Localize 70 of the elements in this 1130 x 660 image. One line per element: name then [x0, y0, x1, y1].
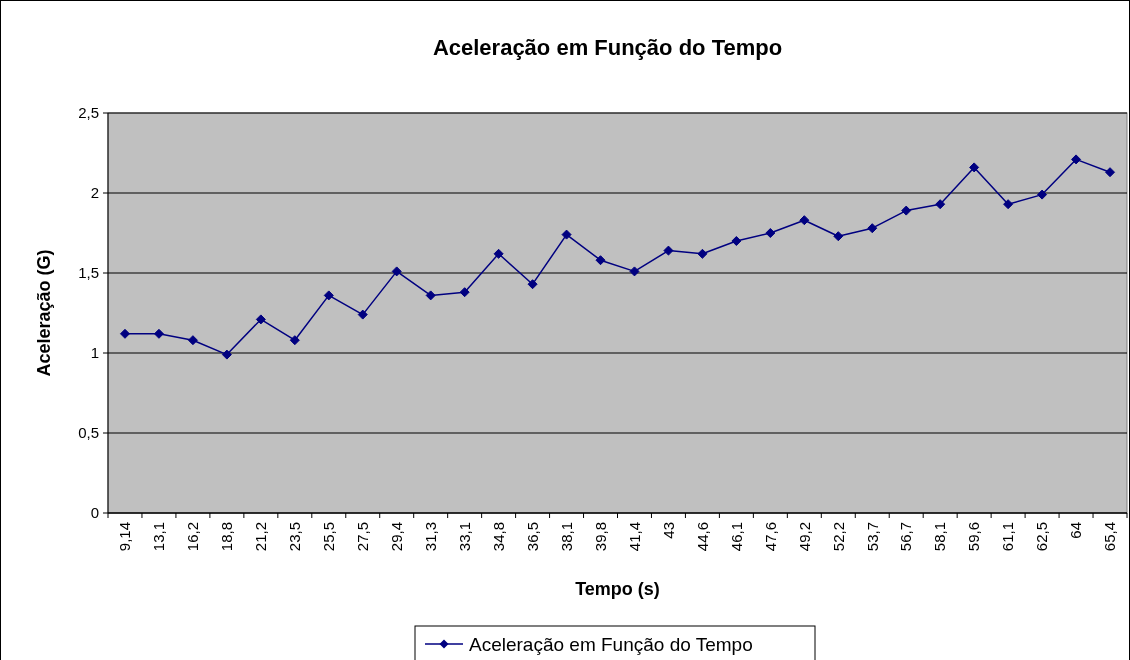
point	[391, 266, 402, 277]
x-tick-label: 49,2	[795, 522, 813, 552]
y-tick-label: 1,5	[78, 264, 99, 282]
chart-title: Aceleração em Função do Tempo	[432, 35, 783, 60]
point	[1105, 167, 1116, 178]
x-tick-label: 33,1	[455, 522, 473, 552]
y-tick-label: 0,5	[78, 424, 99, 442]
point	[119, 328, 130, 339]
x-tick-label: 39,8	[591, 522, 609, 552]
y-axis-title: Aceleração (G)	[34, 249, 54, 377]
point	[765, 228, 776, 238]
point	[289, 335, 300, 346]
x-tick-label: 25,5	[320, 522, 338, 552]
point	[731, 236, 742, 246]
x-tick-label: 27,5	[354, 522, 371, 552]
x-tick-label: 31,3	[421, 522, 439, 552]
x-tick-label: 56,7	[897, 522, 915, 552]
x-tick-label: 59,6	[965, 522, 983, 552]
point	[425, 290, 436, 301]
x-tick-label: 58,1	[931, 522, 949, 552]
point	[901, 205, 912, 216]
x-tick-label: 29,4	[387, 522, 405, 552]
y-tick-label: 2	[90, 184, 99, 202]
x-tick-label: 21,2	[252, 522, 270, 552]
x-tick-label: 53,7	[863, 522, 881, 552]
x-tick-label: 18,8	[218, 522, 236, 552]
x-tick-label: 38,1	[557, 522, 575, 552]
point	[595, 255, 606, 266]
point	[1071, 154, 1082, 165]
point	[935, 199, 946, 210]
x-tick-label: 65,4	[1101, 522, 1119, 552]
point	[153, 328, 164, 339]
x-tick-label: 23,5	[286, 522, 304, 552]
x-tick-label: 9,14	[116, 522, 134, 552]
y-tick-label: 2,5	[78, 104, 99, 122]
point	[663, 245, 674, 256]
x-tick-label: 36,5	[523, 522, 541, 552]
point	[527, 279, 538, 290]
x-tick-label: 64	[1067, 522, 1085, 539]
y-tick-label: 1	[90, 344, 99, 362]
point	[493, 248, 504, 259]
y-tick-label: 0	[90, 504, 99, 522]
point	[255, 314, 266, 325]
x-tick-label: 62,5	[1033, 522, 1051, 552]
point	[221, 349, 232, 360]
x-tick-label: 43	[659, 522, 677, 539]
x-tick-label: 41,4	[625, 522, 643, 552]
x-tick-label: 34,8	[489, 522, 507, 552]
x-tick-label: 44,6	[693, 522, 711, 552]
legend-label: Aceleração em Função do Tempo	[469, 633, 753, 655]
point	[1037, 189, 1048, 200]
point	[697, 248, 708, 259]
x-tick-label: 61,1	[999, 522, 1017, 552]
point	[799, 215, 810, 226]
point	[187, 335, 198, 346]
x-tick-label: 47,6	[761, 522, 779, 552]
point	[459, 287, 470, 298]
point	[833, 231, 844, 242]
point	[629, 266, 640, 277]
point	[561, 229, 572, 240]
point	[357, 309, 368, 320]
point	[969, 162, 980, 173]
x-axis-title: Tempo (s)	[575, 579, 660, 599]
point	[867, 223, 878, 234]
point	[1003, 199, 1014, 210]
x-tick-label: 52,2	[829, 522, 847, 552]
x-tick-label: 13,1	[150, 522, 168, 552]
x-tick-label: 16,2	[184, 522, 202, 552]
point	[323, 290, 334, 301]
x-tick-label: 46,1	[727, 522, 745, 552]
